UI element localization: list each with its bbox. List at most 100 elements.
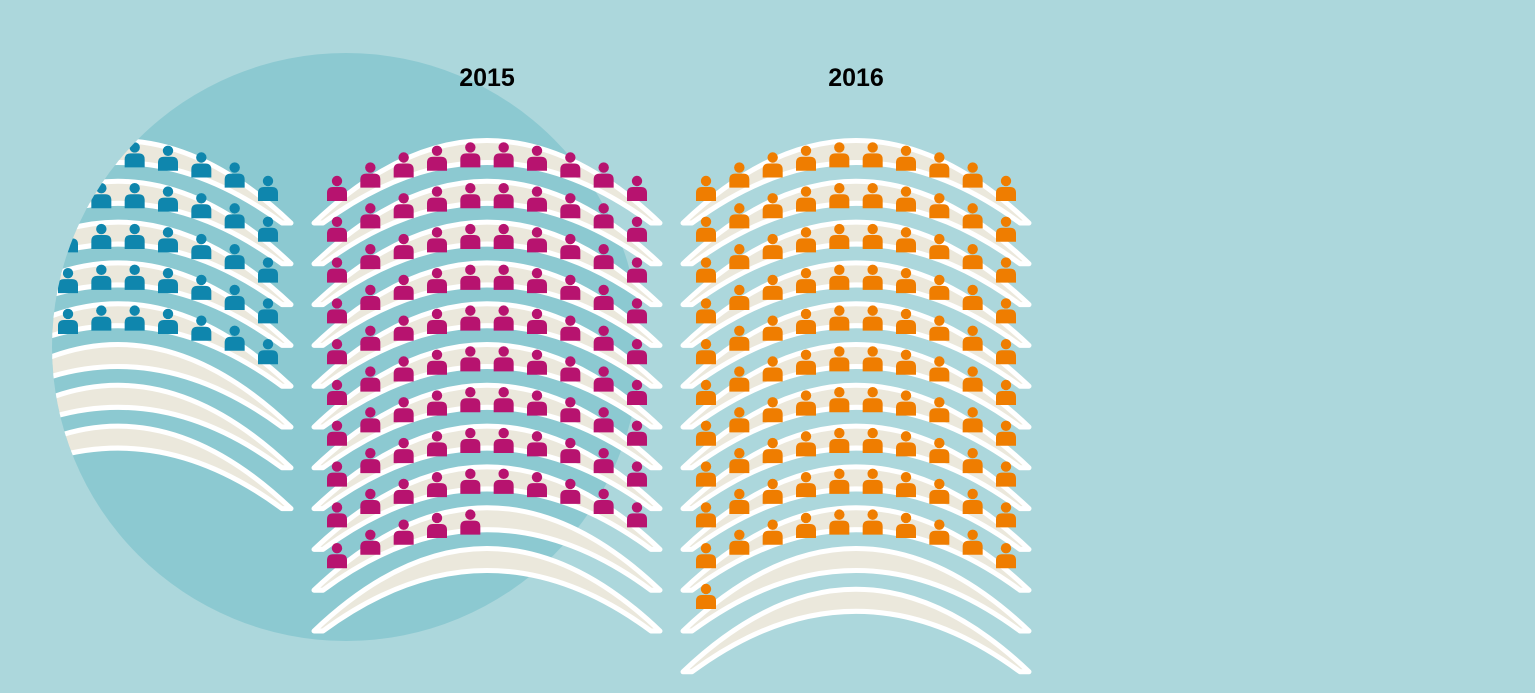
- person-icon: [427, 431, 447, 457]
- person-icon: [224, 243, 245, 270]
- person-icon: [796, 349, 816, 375]
- person-icon: [327, 339, 347, 365]
- person-icon: [996, 420, 1016, 446]
- bench-row: [311, 546, 663, 634]
- person-icon: [829, 427, 850, 454]
- person-icon: [0, 326, 11, 351]
- person-icon: [862, 387, 883, 413]
- person-icon: [25, 193, 45, 218]
- person-icon: [258, 257, 278, 283]
- person-icon: [124, 223, 145, 250]
- person-icon: [829, 183, 850, 209]
- person-icon: [829, 223, 850, 250]
- person-icon: [25, 356, 45, 381]
- person-icon: [191, 315, 212, 341]
- person-icon: [327, 379, 347, 405]
- person-icon: [327, 257, 347, 283]
- person-icon: [962, 284, 983, 310]
- person-icon: [0, 203, 11, 228]
- person-icon: [696, 461, 716, 487]
- person-icon: [929, 478, 950, 504]
- person-icon: [493, 346, 514, 372]
- person-icon: [696, 543, 716, 569]
- person-icon: [527, 308, 547, 334]
- person-icon: [560, 152, 581, 178]
- person-icon: [729, 366, 750, 392]
- person-icon: [996, 502, 1016, 528]
- person-icon: [593, 325, 614, 351]
- person-icon: [258, 216, 278, 242]
- person-icon: [729, 325, 750, 351]
- person-icon: [696, 175, 716, 201]
- person-icon: [25, 315, 45, 340]
- year-label-2015: 2015: [459, 64, 515, 92]
- person-icon: [427, 390, 447, 416]
- person-icon: [962, 243, 983, 270]
- person-icon: [627, 420, 647, 446]
- person-icon: [224, 203, 245, 229]
- person-icon: [493, 387, 514, 413]
- person-icon: [427, 227, 447, 253]
- person-icon: [460, 142, 481, 168]
- person-icon: [460, 264, 481, 290]
- person-icon: [696, 420, 716, 446]
- person-icon: [560, 193, 581, 219]
- person-icon: [493, 427, 514, 454]
- person-icon: [829, 387, 850, 413]
- person-icon: [862, 183, 883, 209]
- person-icon: [393, 437, 414, 464]
- person-icon: [493, 142, 514, 168]
- person-icon: [929, 356, 950, 382]
- person-icon: [862, 223, 883, 250]
- person-icon: [829, 142, 850, 168]
- person-icon: [996, 175, 1016, 201]
- person-icon: [696, 257, 716, 283]
- bench-row: [680, 586, 1032, 675]
- person-icon: [0, 244, 11, 269]
- person-icon: [393, 193, 414, 219]
- person-icon: [527, 390, 547, 416]
- person-icon: [360, 162, 381, 188]
- person-icon: [996, 543, 1016, 569]
- person-icon: [962, 203, 983, 229]
- person-icon: [627, 216, 647, 242]
- person-icon: [327, 420, 347, 446]
- person-icon: [929, 152, 950, 178]
- person-icon: [0, 366, 11, 391]
- person-icon: [829, 509, 850, 535]
- person-icon: [696, 379, 716, 405]
- person-icon: [493, 305, 514, 331]
- person-icon: [191, 193, 212, 219]
- person-icon: [493, 223, 514, 250]
- person-icon: [996, 298, 1016, 324]
- person-icon: [393, 478, 414, 504]
- person-icon: [796, 390, 816, 416]
- person-icon: [862, 427, 883, 454]
- person-icon: [829, 468, 850, 494]
- person-icon: [460, 183, 481, 209]
- person-icon: [762, 478, 783, 504]
- person-icon: [25, 275, 45, 300]
- pictogram-2014: [0, 138, 294, 512]
- person-icon: [224, 284, 245, 310]
- person-icon: [327, 216, 347, 242]
- person-icon: [896, 145, 916, 171]
- person-icon: [360, 284, 381, 310]
- person-icon: [124, 183, 145, 209]
- pictogram-2016: [680, 138, 1032, 675]
- person-icon: [962, 529, 983, 555]
- person-icon: [158, 186, 178, 212]
- person-icon: [360, 407, 381, 433]
- person-icon: [729, 488, 750, 514]
- person-icon: [360, 243, 381, 270]
- person-icon: [527, 431, 547, 457]
- person-icon: [627, 502, 647, 528]
- person-icon: [393, 519, 414, 545]
- person-icon: [493, 264, 514, 290]
- person-icon: [862, 142, 883, 168]
- person-icon: [527, 349, 547, 375]
- person-icon: [896, 349, 916, 375]
- person-icon: [493, 183, 514, 209]
- person-icon: [0, 285, 11, 310]
- person-icon: [929, 437, 950, 464]
